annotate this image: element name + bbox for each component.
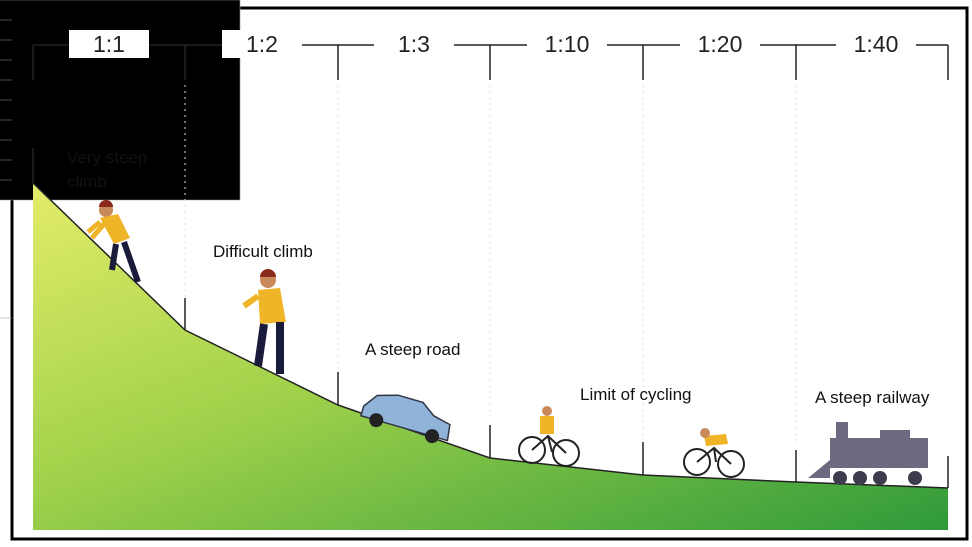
ratio-label: 1:10: [527, 30, 607, 58]
slope-ticks: [32, 148, 949, 488]
divider-lines: [184, 85, 797, 445]
car-icon: [359, 394, 451, 444]
caption: Very steep climb: [67, 148, 148, 191]
ratio-label: 1:20: [680, 30, 760, 58]
left-grid-artifact: [0, 0, 241, 319]
ratio-label: 1:2: [222, 30, 302, 58]
slope: [33, 183, 948, 530]
walker-icon: [242, 269, 286, 374]
caption: Difficult climb: [213, 242, 313, 261]
caption: A steep road: [365, 340, 461, 359]
ratio-label: 1:3: [374, 30, 454, 58]
racing-cyclist-icon: [683, 428, 745, 478]
scale-bracket: [32, 44, 949, 80]
caption: Limit of cycling: [580, 385, 692, 404]
ratio-label: 1:40: [836, 30, 916, 58]
climber-icon: [86, 200, 141, 283]
ratio-label: 1:1: [69, 30, 149, 58]
cyclist-icon: [518, 406, 580, 467]
frame: [10, 6, 969, 541]
caption: A steep railway: [815, 388, 930, 407]
train-icon: [808, 422, 928, 485]
